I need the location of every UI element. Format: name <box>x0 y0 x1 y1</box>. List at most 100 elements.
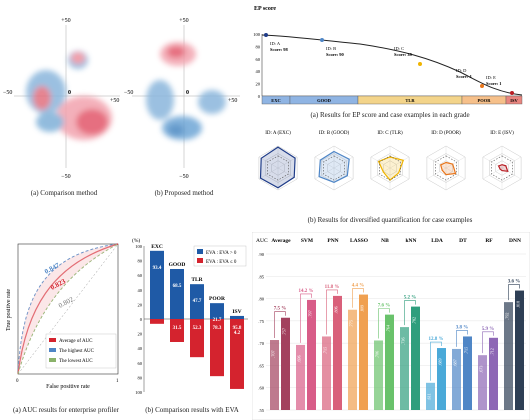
clf-bar-proposed <box>281 317 290 410</box>
eva-ytick: 60 <box>138 361 143 366</box>
ep-ytick: 40 <box>256 69 261 74</box>
eva-bar-negative <box>170 319 184 342</box>
clf-value-comparison: .673 <box>479 366 484 373</box>
eva-category: ISV <box>232 309 241 315</box>
ep-case-score: Score: 90 <box>326 52 345 57</box>
caption-radar: (b) Results for diversified quantificati… <box>308 216 473 224</box>
clf-category: LDA <box>431 238 443 244</box>
ep-case-marker <box>264 33 268 37</box>
clf-bar-comparison <box>452 348 461 410</box>
ep-grade-label: TLR <box>405 98 415 103</box>
clf-improvement: 7.5 % <box>274 307 287 312</box>
radar-shape <box>318 150 350 183</box>
ep-curve <box>261 34 523 96</box>
eva-bar-positive <box>210 303 224 319</box>
eva-value-neg: 78.3 <box>213 326 222 331</box>
ep-ytick: 80 <box>256 44 261 49</box>
clf-ytick: .65 <box>258 363 264 368</box>
clf-bar-comparison <box>322 336 331 410</box>
eva-value-neg: 31.5 <box>173 326 182 331</box>
eva-value-pos: 47.7 <box>193 299 202 304</box>
radar-title: ID: B (GOOD) <box>319 131 350 136</box>
eva-ytick: 40 <box>138 346 143 351</box>
radar-chart: ID: B (GOOD) <box>314 131 354 191</box>
axis-left-1: −50 <box>3 90 12 96</box>
radar-title: ID: E (ISV) <box>490 131 514 136</box>
clf-bar-comparison <box>270 340 279 410</box>
ep-case-id: ID: D <box>456 68 467 73</box>
axis-top-2: +50 <box>179 18 188 24</box>
clf-ylabel: AUC <box>256 238 268 244</box>
auc-xtick-0: 0 <box>16 379 19 384</box>
ep-case-marker <box>418 62 422 66</box>
clf-value-comparison: .706 <box>375 351 380 358</box>
axis-right-1: +50 <box>110 98 119 104</box>
eva-category: POOR <box>209 296 226 302</box>
ep-grade-label: GOOD <box>317 98 332 103</box>
radar-charts: ID: A (EXC) ID: B (GOOD) ID: C (TLR) ID: D … <box>258 131 522 224</box>
ep-grade-label: ISV <box>510 98 518 103</box>
ep-case-id: ID: A <box>270 41 281 46</box>
clf-improvement: 14.2 % <box>299 289 314 294</box>
eva-category: GOOD <box>169 262 186 268</box>
clf-bar-comparison <box>478 355 487 410</box>
clf-value-proposed: .818 <box>516 301 521 308</box>
clf-improvement: 5.9 % <box>482 327 495 332</box>
clf-category: Average <box>271 238 291 244</box>
eva-bar-negative <box>210 319 224 377</box>
proposed-density <box>132 25 240 168</box>
eva-value-pos: 4.2 <box>234 331 241 336</box>
eva-bar-negative <box>190 319 204 358</box>
radar-title: ID: A (EXC) <box>265 131 291 136</box>
comparison-density <box>10 22 122 172</box>
radar-title: ID: D (POOR) <box>431 131 461 136</box>
clf-ytick: .60 <box>258 386 264 391</box>
radar-shape <box>497 164 509 173</box>
eva-ytick: 100 <box>135 244 143 249</box>
legend-low: The lowest AUC <box>59 359 93 364</box>
clf-bar-proposed <box>437 348 446 410</box>
eva-value-neg: 6.6 <box>154 326 161 331</box>
clf-value-proposed: .712 <box>490 348 495 355</box>
clf-improvement: 5.2 % <box>404 296 417 301</box>
clf-bar-comparison <box>296 344 305 410</box>
eva-ytick: 20 <box>138 332 143 337</box>
auc-xlabel: False positive rate <box>46 384 90 390</box>
ep-grade-label: EXC <box>271 98 281 103</box>
clf-bar-proposed <box>359 294 368 410</box>
clf-improvement: 11.8 % <box>325 285 340 290</box>
clf-category: PNN <box>327 238 338 244</box>
ep-case-score: Score: 38 <box>394 52 413 57</box>
clf-bar-proposed <box>489 337 498 410</box>
eva-category: EXC <box>151 244 163 250</box>
clf-improvement: 3.6 % <box>508 280 521 285</box>
eva-ytick: 40 <box>138 288 143 293</box>
eva-ytick: 20 <box>138 302 143 307</box>
eva-value-pos: 21.7 <box>213 318 222 323</box>
clf-category: NB <box>381 238 389 244</box>
clf-bar-proposed <box>463 336 472 410</box>
ep-grade-band <box>505 95 523 105</box>
ep-ytick: 20 <box>256 82 261 87</box>
clf-bar-comparison <box>400 327 409 410</box>
clf-bar-proposed <box>515 290 524 410</box>
clf-value-proposed: .809 <box>360 305 365 312</box>
clf-ytick: .75 <box>258 319 264 324</box>
eva-chart: (%) 100 80 60 40 20 0 20 40 60 80 100 EXC 93.4 6.6 GO… <box>132 237 248 414</box>
clf-category: DT <box>459 238 467 244</box>
axis-center-1: 0 <box>68 90 71 96</box>
ep-case-id: ID: B <box>326 46 336 51</box>
caption-eva: (b) Comparison results with EVA <box>145 406 239 414</box>
ep-ytick: 60 <box>256 57 261 62</box>
axis-right-2: +50 <box>228 98 237 104</box>
caption-auc: (a) AUC results for enterprise profiler <box>13 406 120 414</box>
radar-shape <box>259 146 296 189</box>
ep-grade-label: POOR <box>478 98 492 103</box>
clf-category: DNN <box>509 238 521 244</box>
eva-value-pos: 93.4 <box>153 266 162 271</box>
eva-legend-pos-swatch <box>197 249 203 254</box>
clf-bar-proposed <box>307 299 316 410</box>
radar-shape <box>439 161 457 176</box>
eva-value-neg: 52.3 <box>193 326 202 331</box>
clf-value-comparison: .792 <box>505 312 510 319</box>
